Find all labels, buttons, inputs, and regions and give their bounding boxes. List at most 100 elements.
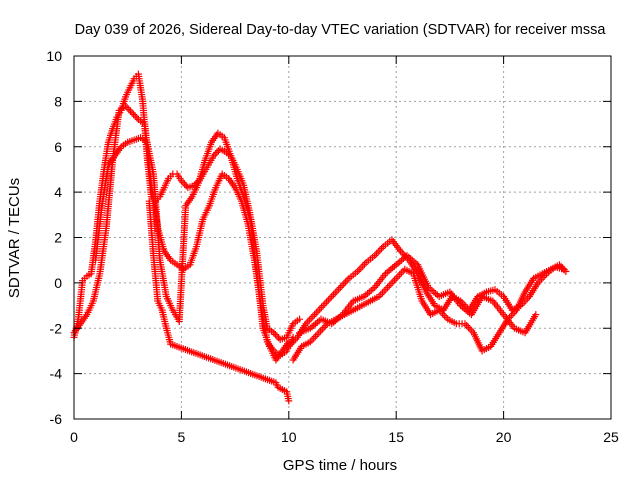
data-point (126, 107, 134, 115)
y-tick-label: 4 (54, 184, 62, 200)
y-tick-label: -6 (50, 411, 63, 427)
data-point (177, 177, 185, 185)
y-tick-label: 0 (54, 275, 62, 291)
grid (74, 56, 611, 419)
data-point (390, 276, 398, 284)
data-point (125, 105, 133, 113)
data-point (380, 287, 388, 295)
y-axis-title: SDTVAR / TECUs (6, 178, 23, 298)
x-tick-label: 25 (603, 429, 619, 445)
data-point (326, 294, 334, 302)
data-point (317, 327, 325, 335)
data-point (311, 332, 319, 340)
x-tick-label: 10 (281, 429, 297, 445)
data-point (392, 274, 400, 282)
data-point (319, 302, 327, 310)
data-point (323, 298, 331, 306)
y-tick-label: 2 (54, 230, 62, 246)
data-point (133, 114, 141, 122)
data-point (466, 325, 474, 333)
data-point (382, 285, 390, 293)
data-point (123, 104, 131, 112)
data-point (310, 334, 318, 342)
y-tick-label: 8 (54, 93, 62, 109)
data-point (317, 303, 325, 311)
data-point (385, 282, 393, 290)
data-point (305, 316, 313, 324)
y-tick-label: 6 (54, 139, 62, 155)
data-point (213, 148, 221, 156)
x-tick-label: 15 (388, 429, 404, 445)
data-point (318, 325, 326, 333)
data-point (396, 271, 404, 279)
data-point (328, 292, 336, 300)
data-point (374, 248, 382, 256)
data-point (131, 112, 139, 120)
data-point (378, 289, 386, 297)
y-tick-label: 10 (46, 48, 62, 64)
data-point (329, 291, 337, 299)
data-point (315, 329, 323, 337)
data-point (360, 260, 368, 268)
data-point (555, 261, 563, 269)
data-point (560, 266, 568, 274)
data-point (335, 285, 343, 293)
chart-title: Day 039 of 2026, Sidereal Day-to-day VTE… (75, 22, 607, 38)
y-tick-label: -4 (50, 366, 63, 382)
data-point (285, 397, 293, 405)
data-point (384, 283, 392, 291)
data-point (389, 278, 397, 286)
data-point (320, 323, 328, 331)
data-point (211, 150, 219, 158)
data-point (309, 312, 317, 320)
data-point (314, 307, 322, 315)
data-point (270, 329, 278, 337)
data-point (340, 280, 348, 288)
data-point (316, 305, 324, 313)
data-point (359, 262, 367, 270)
data-point (357, 264, 365, 272)
data-point (355, 266, 363, 274)
data-point (321, 300, 329, 308)
data-points (70, 70, 570, 405)
data-point (464, 323, 472, 331)
data-point (122, 102, 130, 110)
data-point (313, 331, 321, 339)
data-point (128, 109, 136, 117)
data-point (336, 283, 344, 291)
data-point (394, 273, 402, 281)
data-point (387, 280, 395, 288)
data-point (307, 314, 315, 322)
data-point (559, 264, 567, 272)
data-point (333, 287, 341, 295)
data-point (376, 246, 384, 254)
data-point (271, 330, 279, 338)
x-tick-label: 0 (70, 429, 78, 445)
data-point (312, 309, 320, 317)
axes (73, 55, 612, 420)
data-point (440, 312, 448, 320)
data-point (324, 296, 332, 304)
data-point (342, 278, 350, 286)
data-point (210, 152, 218, 160)
y-tick-label: -2 (50, 320, 63, 336)
data-point (273, 332, 281, 340)
data-point (130, 110, 138, 118)
data-point (378, 244, 386, 252)
x-axis-title: GPS time / hours (283, 457, 397, 474)
data-point (557, 262, 565, 270)
x-tick-label: 5 (178, 429, 186, 445)
data-point (181, 180, 189, 188)
data-point (399, 267, 407, 275)
x-tick-label: 20 (496, 429, 512, 445)
data-point (532, 311, 540, 319)
data-point (182, 182, 190, 190)
data-point (179, 178, 187, 186)
data-point (331, 289, 339, 297)
data-point (311, 311, 319, 319)
data-point (296, 315, 304, 323)
data-point (372, 250, 380, 258)
tick-labels: 0 5 10 15 20 25 -6 -4 -2 0 2 4 6 8 10 (46, 48, 619, 445)
data-point (275, 334, 283, 342)
